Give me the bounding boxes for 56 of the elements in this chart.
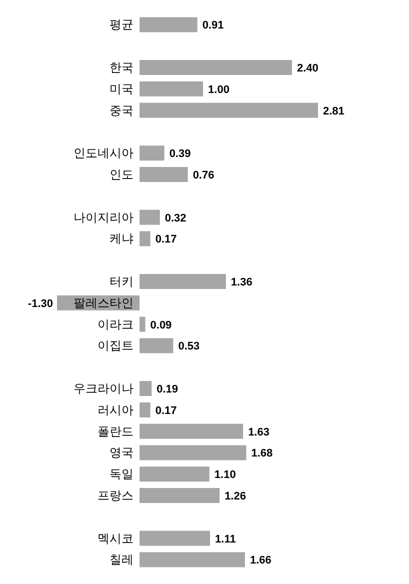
data-label: 0.32 <box>164 212 186 224</box>
data-label: 1.36 <box>230 276 252 288</box>
bar: 0.91 <box>140 17 224 32</box>
data-label: 1.66 <box>250 554 272 567</box>
bar: 1.11 <box>140 530 236 546</box>
bar <box>140 316 146 332</box>
bar <box>140 402 150 418</box>
bar: 0.76 <box>140 167 214 182</box>
bar <box>140 81 204 96</box>
data-label: -1.30 <box>28 298 53 310</box>
bar <box>140 17 198 32</box>
data-label: 1.11 <box>215 533 236 546</box>
bar <box>140 210 160 225</box>
bar <box>140 445 246 460</box>
bar: 1.10 <box>140 466 236 482</box>
bar: 0.17 <box>140 402 177 418</box>
data-label: 1.10 <box>214 469 236 482</box>
data-label: 0.17 <box>155 234 177 246</box>
bar: 0.09 <box>140 316 172 332</box>
bar: 0.53 <box>140 338 200 354</box>
bar <box>140 466 210 482</box>
bar <box>140 146 164 161</box>
bar: 1.68 <box>140 445 273 460</box>
bar <box>140 338 174 354</box>
data-label: 0.19 <box>156 384 178 396</box>
data-label: 0.39 <box>169 148 191 160</box>
bar: 0.39 <box>140 146 191 161</box>
data-label: 2.40 <box>296 62 318 74</box>
bar: 0.19 <box>140 381 178 396</box>
bar: 1.26 <box>140 488 246 503</box>
data-label: 1.63 <box>248 426 270 438</box>
data-label: 0.53 <box>178 340 200 353</box>
data-label: 2.81 <box>323 105 344 118</box>
bar <box>140 424 244 439</box>
bar: 2.81 <box>140 102 344 118</box>
data-label: 1.00 <box>208 84 230 96</box>
data-label: 0.91 <box>202 20 224 32</box>
bar: 0.32 <box>140 210 186 225</box>
bar: 2.40 <box>140 60 318 75</box>
bar <box>140 381 152 396</box>
bar: 1.66 <box>140 552 272 568</box>
data-label: 0.76 <box>192 170 214 182</box>
data-label: 1.26 <box>224 490 246 502</box>
bar <box>140 274 226 289</box>
bar: 1.00 <box>140 81 230 96</box>
bar <box>140 167 188 182</box>
data-label: 0.17 <box>155 404 177 417</box>
bar <box>140 530 210 546</box>
data-label: 0.09 <box>150 319 172 332</box>
bar <box>140 488 220 503</box>
bar: 1.63 <box>140 424 270 439</box>
bar <box>140 552 245 568</box>
data-label: 1.68 <box>251 448 273 460</box>
bar: 0.17 <box>140 231 177 246</box>
bar <box>140 231 150 246</box>
bar: 1.36 <box>140 274 252 289</box>
